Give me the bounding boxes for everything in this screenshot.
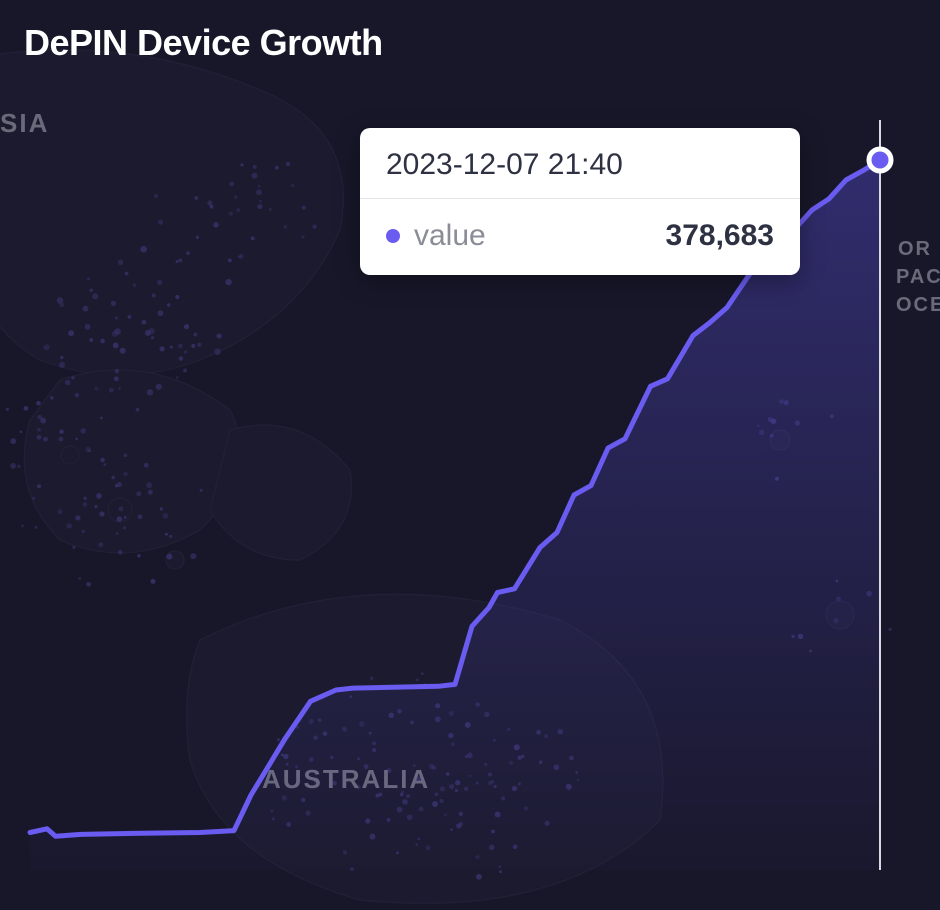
chart-container: SIAAUSTRALIAORPACIOCE DePIN Device Growt… [0, 0, 940, 910]
tooltip-series-dot [386, 229, 400, 243]
chart-hover-marker [869, 149, 891, 171]
chart-tooltip: 2023-12-07 21:40 value 378,683 [360, 128, 800, 275]
tooltip-value: 378,683 [666, 219, 774, 253]
tooltip-timestamp: 2023-12-07 21:40 [360, 128, 800, 199]
tooltip-key-label: value [414, 219, 652, 253]
tooltip-row: value 378,683 [360, 199, 800, 275]
